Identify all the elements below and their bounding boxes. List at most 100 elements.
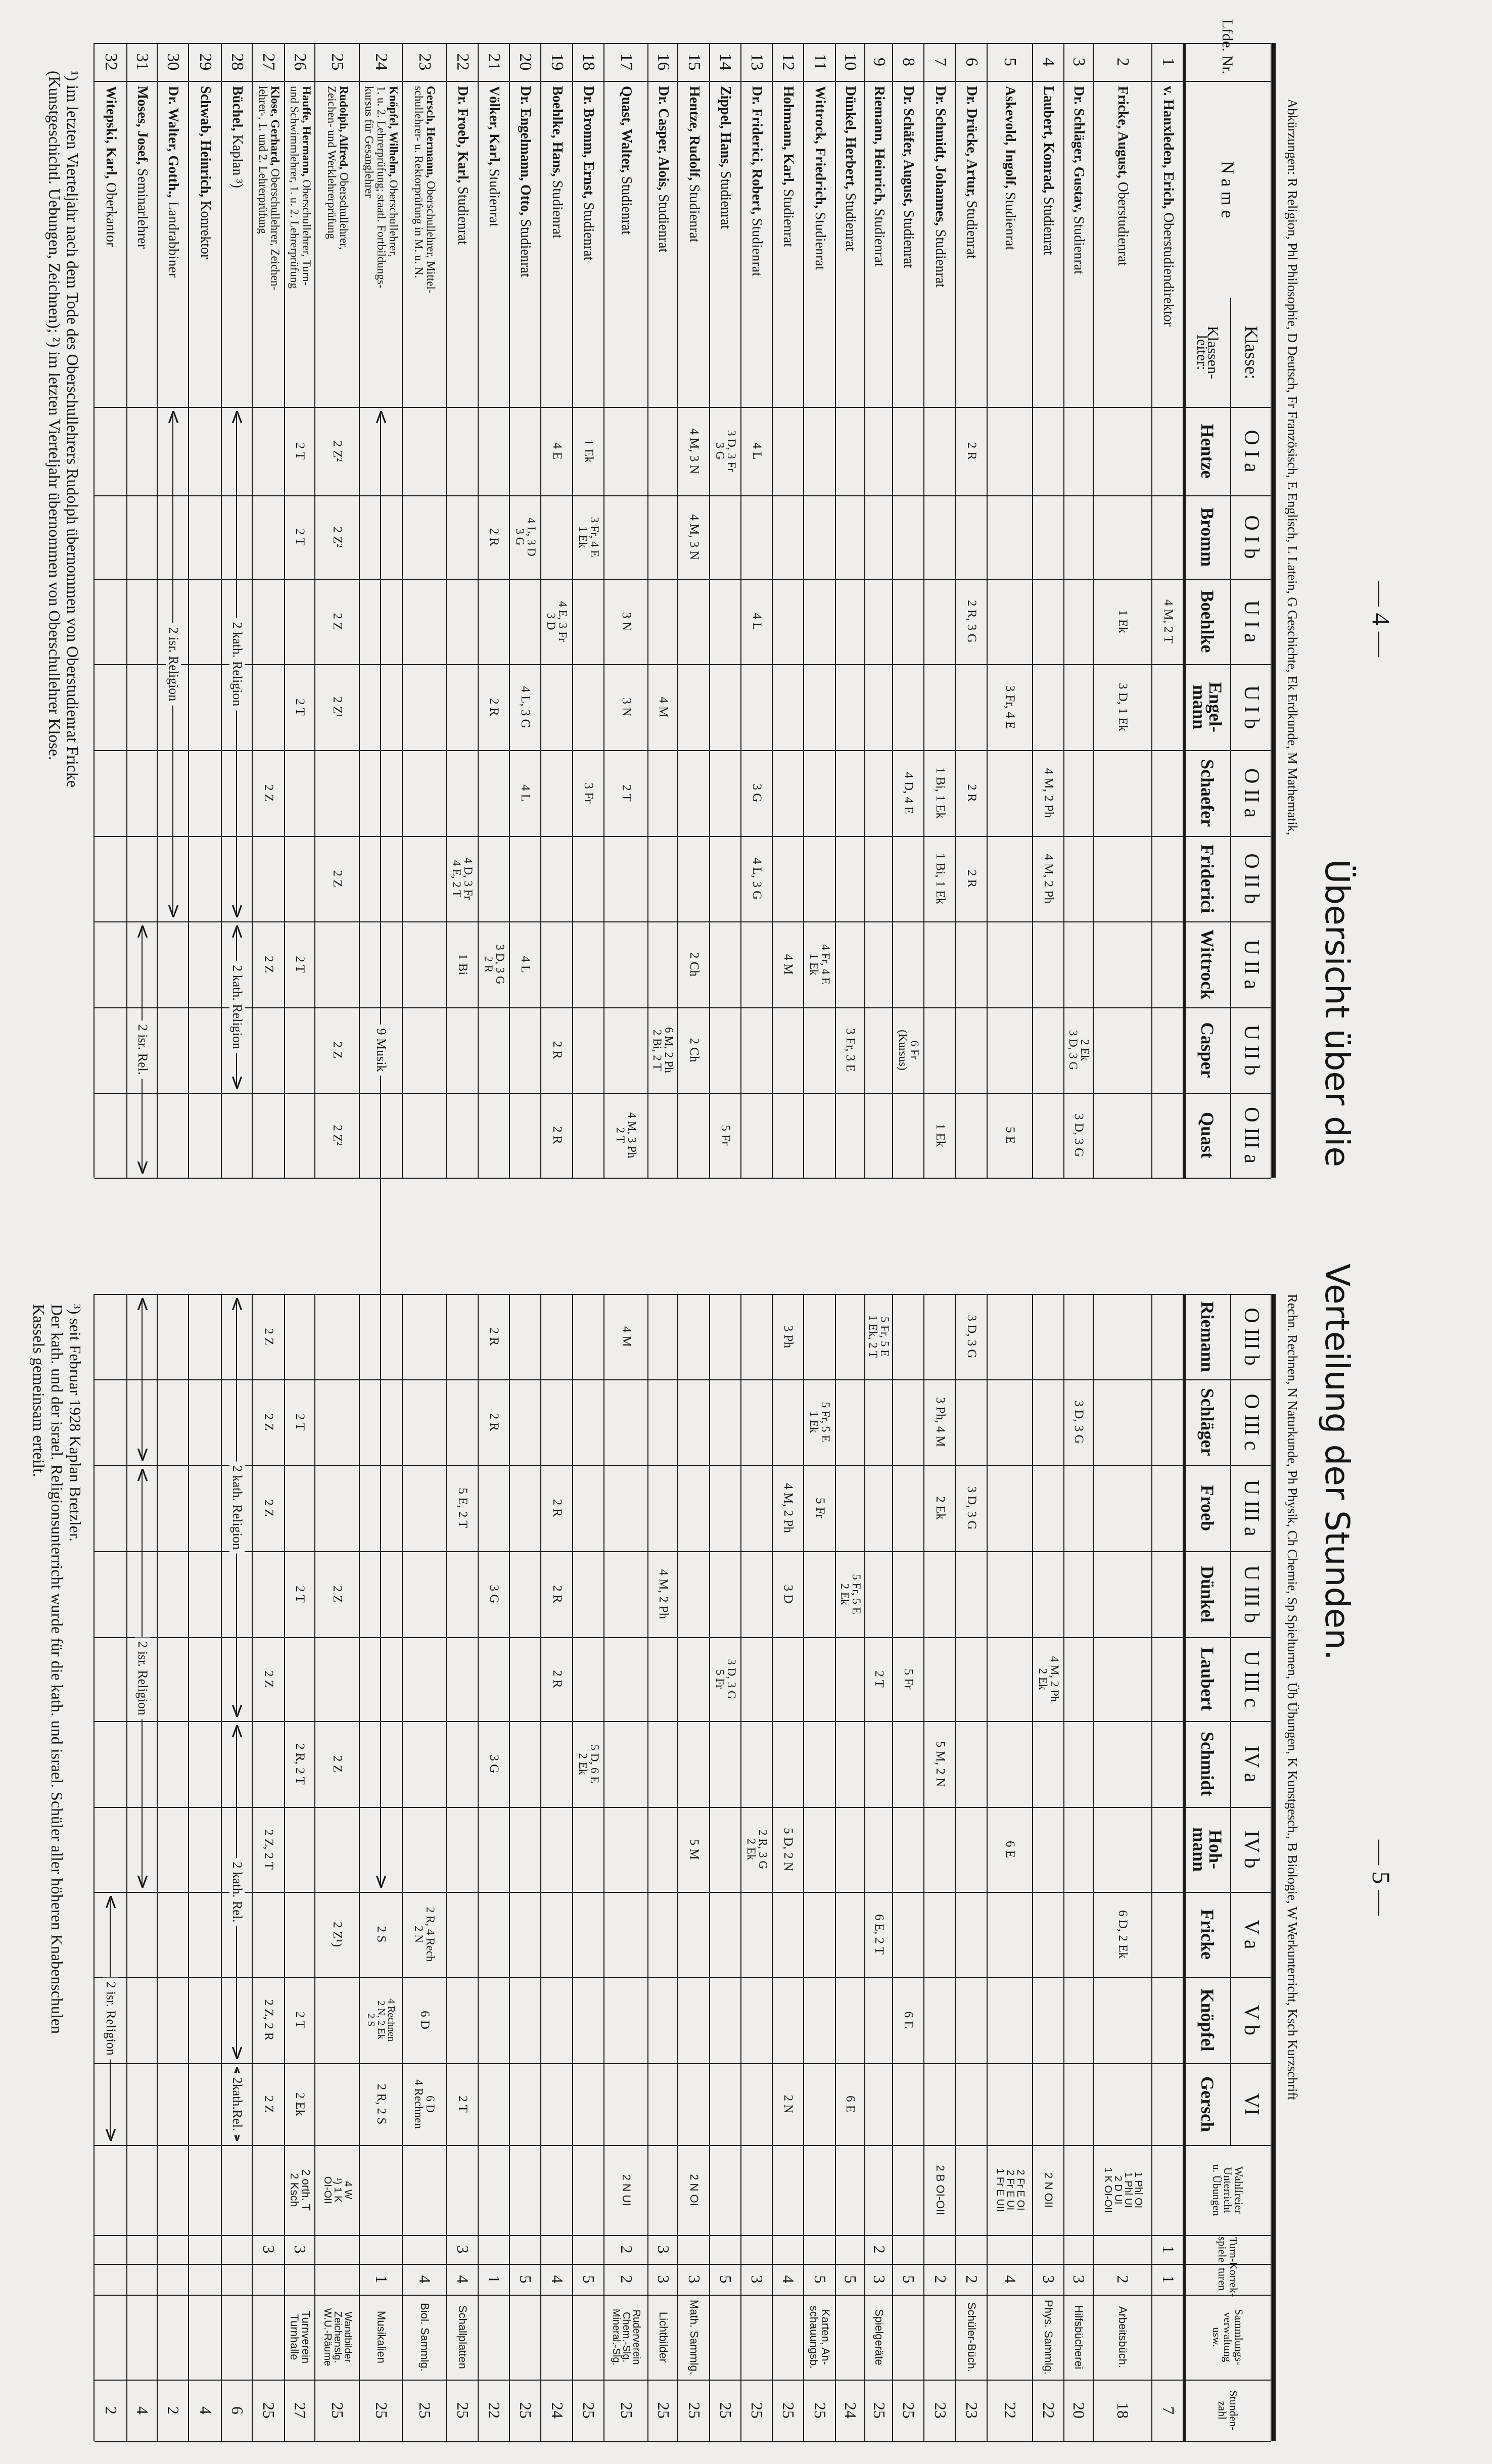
header-teacher-UIIIa: Froeb (1197, 1484, 1218, 1531)
teacher-surname: Quast, Walter, (619, 86, 634, 173)
cell-wahl: 2 B OI-OII (934, 2165, 947, 2215)
teacher-name: Rudolph, Alfred, Oberschullehrer, Zeiche… (315, 81, 360, 407)
cell-UIa: 1 Ek (1116, 610, 1130, 633)
cell-OIa: 1 Ek (582, 439, 596, 463)
cell-turn: 1 (1159, 2245, 1178, 2254)
teacher-surname: Dr. Casper, Alois, (656, 86, 671, 191)
cell-std: 23 (963, 2402, 982, 2419)
header-turn: Turn- spiele (1216, 2236, 1240, 2263)
cell-Va: 2 R, 4 Rech 2 N (412, 1907, 437, 1962)
page-number-left: — 4 — (1367, 581, 1395, 657)
span-label: 2 kath. Religion (229, 1461, 245, 1554)
teacher-title: Studienrat (871, 208, 887, 267)
header-class-UIa: U I a (1240, 600, 1263, 643)
cell-OIIIa: 3 D, 3 G (1072, 1113, 1086, 1157)
cell-std: 25 (748, 2402, 767, 2419)
cell-korr: 2 (963, 2275, 982, 2284)
row-number: 15 (685, 53, 704, 71)
cell-UIa: 2 Z (331, 613, 345, 630)
cell-UIIIa: 3 D, 3 G (965, 1486, 979, 1530)
cell-wahl: 2 N UI (620, 2174, 633, 2206)
cell-OIb: 3 Fr, 4 E 1 Ek (577, 517, 601, 557)
cell-OIIIa: 2 Z² (331, 1125, 345, 1146)
cell-OIa: 3 D, 3 Fr 3 G (714, 430, 738, 473)
teacher-name: Dr. Froeb, Karl, Studienrat (447, 81, 479, 407)
teacher-entry: Laubert, Konrad, Studienrat (1041, 86, 1057, 255)
header-teacher-VI: Gersch (1197, 2076, 1218, 2132)
row-number: 32 (102, 53, 120, 71)
cell-OIIIc: 2 Z (262, 1413, 276, 1431)
cell-OIIIb: 5 Fr, 5 E 1 Ek, 2 T (867, 1315, 892, 1359)
teacher-name: Dr. Schmidt, Johannes, Studienrat (924, 81, 956, 407)
cell-UIIIa: 2 R (550, 1499, 564, 1517)
teacher-surname: Büchel, (229, 86, 245, 131)
header-class-OIIb: O II b (1240, 853, 1263, 904)
header-teacher-OIIa: Schaefer (1197, 759, 1218, 827)
cell-OIIIb: 3 D, 3 G (965, 1315, 979, 1359)
header-teacher-IVa: Schmidt (1197, 1731, 1218, 1797)
teacher-name: Dr. Walter, Gotth., Landrabbiner (158, 81, 189, 407)
span-label: 2 kath. Rel. (229, 1857, 245, 1927)
cell-korr: 5 (900, 2275, 918, 2284)
cell-korr: 4 (779, 2275, 798, 2284)
cell-korr: 3 (870, 2275, 889, 2284)
teacher-surname: Dr. Engelmann, Otto, (518, 86, 534, 216)
teacher-name: Dr. Schäfer, August, Studienrat (893, 81, 924, 407)
cell-samm: Hilfsbücherei (1073, 2305, 1086, 2369)
cell-IVb: 2 Z, 2 T (262, 1829, 276, 1870)
header-teacher-OIb: Bromm (1197, 507, 1218, 567)
header-teacher-UIIb: Casper (1197, 1022, 1218, 1078)
cell-std: 22 (485, 2402, 504, 2419)
cell-UIa: 4 M, 2 T (1161, 599, 1175, 644)
teacher-entry: Moses, Josef, Seminarlehrer (135, 86, 151, 249)
cell-VI: 2 Z (262, 2095, 276, 2113)
teacher-title: Studienrat (656, 194, 671, 253)
teacher-title: Landrabbiner (165, 201, 181, 278)
cell-UIIIb: 3 D (781, 1585, 796, 1604)
teacher-name: Witepski, Karl, Oberkantor (95, 81, 127, 407)
cell-Va: 2 Z¹) (331, 1922, 345, 1947)
header-class-IVa: IV a (1240, 1745, 1263, 1783)
column-divider (95, 1721, 1271, 1722)
cell-UIIb: 2 R (550, 1041, 564, 1059)
teacher-surname: Zippel, Hans, (718, 86, 734, 168)
cell-turn: 3 (260, 2245, 278, 2254)
cell-std: 25 (329, 2402, 347, 2419)
row-number: 31 (133, 53, 152, 71)
cell-VI: 2 Ek (293, 2092, 307, 2116)
cell-VI: 2 T (456, 2096, 470, 2113)
teacher-entry: Hauffe, Hermann, Oberschullehrer, Turn- … (288, 86, 313, 289)
cell-OIIIc: 5 Fr, 5 E 1 Ek (808, 1402, 832, 1443)
cell-UIIIc: 3 D, 3 G 5 Fr (714, 1659, 738, 1699)
teacher-title: Oberstudienrat (1115, 181, 1131, 266)
teacher-title: Studienrat (749, 218, 765, 276)
span-label: 2 isr. Rel. (135, 1020, 150, 1079)
cell-korr: 5 (717, 2275, 735, 2284)
header-leader-label: Klassen- leiter: (1194, 326, 1222, 379)
teacher-title: Studienrat (1041, 197, 1057, 255)
cell-UIb: 3 N (620, 698, 633, 717)
teacher-entry: Wittrock, Friedrich, Studienrat (812, 86, 828, 270)
cell-wahl: 1 Phl OI 1 Phl UI 2 D UI 1 K OI-OII (1102, 2167, 1144, 2213)
cell-UIIIc: 4 M, 2 Ph 2 Ek (1037, 1656, 1061, 1702)
cell-UIb: 2 Z¹ (331, 696, 345, 718)
cell-std: 25 (655, 2402, 673, 2419)
cell-std: 25 (618, 2402, 636, 2419)
row-number: 30 (164, 53, 183, 71)
cell-OIIb: 4 M, 2 Ph (1042, 854, 1056, 904)
cell-UIIb: 6 M, 2 Ph 2 Bi, 2 T (651, 1027, 676, 1073)
cell-korr: 2 (1114, 2275, 1133, 2284)
teacher-name: Fricke, August, Oberstudienrat (1094, 81, 1152, 407)
teacher-title: Studienrat (964, 200, 980, 259)
cell-UIIb: 6 Fr (Kursus) (897, 1030, 921, 1071)
cell-wahl: 2 Fr E OI 2 Fr E UI 1 Fr E UII (995, 2168, 1026, 2212)
row-number: 7 (931, 58, 950, 66)
teacher-surname: Gersch, Hermann, (425, 86, 438, 178)
teacher-title: Studienrat (718, 171, 734, 229)
cell-korr: 4 (416, 2275, 434, 2284)
cell-UIIIb: 2 Z (331, 1585, 345, 1603)
teacher-surname: Fricke, August, (1115, 86, 1131, 178)
cell-UIIIa: 2 Ek (934, 1496, 947, 1520)
teacher-name: Hentze, Rudolf, Studienrat (678, 81, 710, 407)
